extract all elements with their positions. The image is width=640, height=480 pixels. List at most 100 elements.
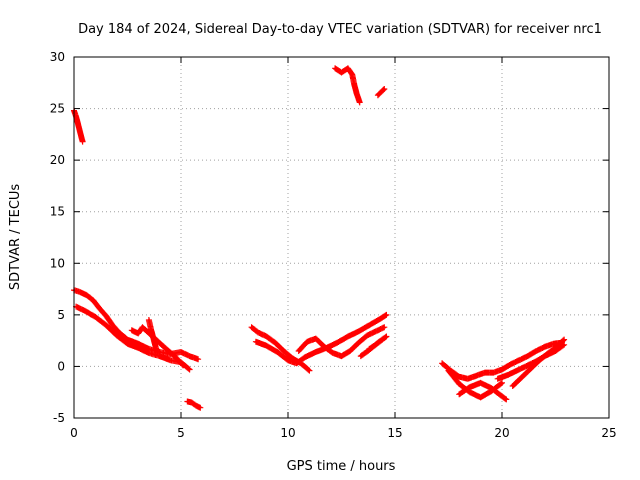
- data-point: [374, 330, 377, 333]
- data-point: [314, 350, 317, 353]
- data-point: [359, 355, 362, 358]
- data-point: [188, 368, 191, 371]
- data-point: [147, 352, 150, 355]
- data-point: [466, 377, 469, 380]
- data-point: [357, 330, 360, 333]
- data-point: [479, 381, 482, 384]
- data-point: [368, 324, 371, 327]
- data-point: [346, 335, 349, 338]
- series-night-decay-b: [73, 303, 193, 373]
- data-marks: [71, 287, 202, 363]
- series-high-short: [374, 86, 388, 99]
- data-point: [507, 373, 510, 376]
- data-point: [169, 359, 172, 362]
- data-point: [458, 375, 461, 378]
- data-point: [518, 368, 521, 371]
- data-point: [79, 132, 82, 135]
- data-point: [295, 362, 298, 365]
- data-point: [92, 299, 95, 302]
- x-tick-label: 20: [494, 426, 509, 440]
- data-point: [75, 115, 78, 118]
- data-point: [526, 355, 529, 358]
- series-day-c: [295, 324, 388, 360]
- data-point: [154, 344, 157, 347]
- series-day-a: [248, 324, 313, 374]
- data-point: [366, 334, 369, 337]
- data-point: [304, 356, 307, 359]
- data-point: [526, 364, 529, 367]
- data-point: [130, 329, 133, 332]
- data-point: [496, 377, 499, 380]
- data-point: [297, 349, 300, 352]
- data-point: [483, 371, 486, 374]
- x-tick-label: 10: [280, 426, 295, 440]
- data-point: [380, 91, 383, 94]
- data-point: [147, 319, 150, 322]
- data-point: [111, 324, 114, 327]
- series-early-high: [71, 107, 86, 145]
- data-marks: [73, 303, 193, 373]
- data-point: [156, 350, 159, 353]
- data-point: [197, 358, 200, 361]
- data-point: [376, 94, 379, 97]
- data-point: [199, 406, 202, 409]
- series-night-decay-a: [71, 287, 202, 363]
- y-tick-label: 0: [57, 359, 65, 373]
- data-point: [545, 353, 548, 356]
- data-point: [79, 291, 82, 294]
- data-point: [265, 335, 268, 338]
- data-point: [552, 342, 555, 345]
- series-day-e: [366, 336, 386, 352]
- data-point: [492, 371, 495, 374]
- x-tick-label: 15: [387, 426, 402, 440]
- data-point: [147, 347, 150, 350]
- data-point: [105, 324, 108, 327]
- data-point: [563, 338, 566, 341]
- data-point: [254, 340, 257, 343]
- data-point: [501, 368, 503, 371]
- tick-layer: 0 5 10 15 20 25 -5 0 5 10 15 20 25 30: [50, 50, 617, 440]
- data-point: [509, 363, 512, 366]
- data-point: [158, 355, 161, 358]
- data-point: [475, 374, 478, 377]
- data-point: [126, 342, 129, 345]
- data-point: [385, 335, 388, 338]
- plot-frame: [73, 56, 610, 419]
- data-point: [77, 124, 80, 127]
- series-evening-c: [456, 379, 510, 403]
- data-point: [162, 345, 165, 348]
- y-tick-label: -5: [53, 411, 65, 425]
- data-point: [180, 350, 182, 353]
- series-dawn-low: [184, 398, 204, 411]
- data-point: [358, 101, 361, 104]
- data-marks: [184, 398, 204, 411]
- data-point: [381, 338, 384, 341]
- data-point: [81, 140, 84, 143]
- y-tick-label: 30: [50, 50, 65, 64]
- data-point: [340, 355, 343, 358]
- x-tick-label: 5: [177, 426, 185, 440]
- data-point: [340, 71, 343, 74]
- data-point: [190, 401, 193, 404]
- data-point: [287, 359, 289, 362]
- data-point: [535, 349, 538, 352]
- data-layer: [71, 65, 568, 411]
- y-tick-label: 20: [50, 153, 65, 167]
- data-point: [458, 382, 461, 385]
- data-point: [276, 350, 279, 353]
- data-point: [98, 307, 101, 310]
- data-point: [537, 360, 540, 363]
- data-point: [306, 340, 309, 343]
- data-point: [186, 400, 189, 403]
- data-point: [150, 328, 153, 331]
- data-point: [351, 73, 354, 76]
- data-point: [447, 369, 450, 372]
- x-axis-title: GPS time / hours: [287, 459, 396, 474]
- data-point: [173, 355, 176, 358]
- series-high-arc: [332, 65, 363, 106]
- data-point: [543, 345, 546, 348]
- y-tick-label: 15: [50, 205, 65, 219]
- data-point: [83, 309, 86, 312]
- data-point: [257, 331, 260, 334]
